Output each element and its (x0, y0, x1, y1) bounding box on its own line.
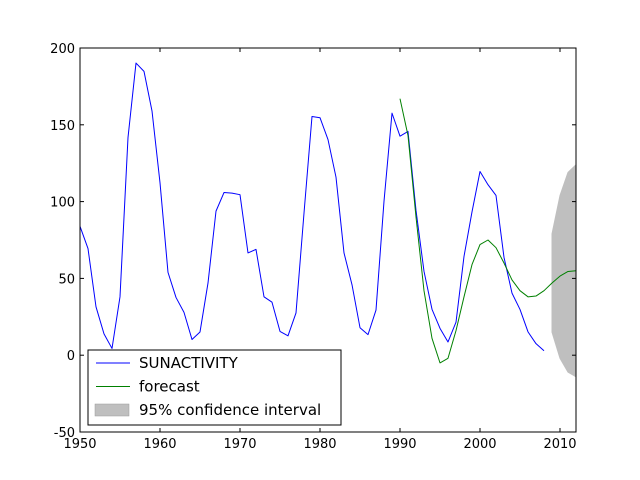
y-tick-label: 200 (50, 42, 75, 57)
x-tick-label: 2010 (543, 437, 576, 452)
x-tick-label: 1990 (383, 437, 416, 452)
x-tick-label: 1980 (303, 437, 336, 452)
series-line-sunactivity (79, 62, 545, 352)
x-tick-label: 1960 (143, 437, 176, 452)
y-tick-label: 150 (50, 119, 75, 134)
y-tick-label: 0 (67, 349, 75, 364)
axes-frame (79, 47, 577, 433)
x-tick-label: 1950 (63, 437, 96, 452)
y-tick-label: -50 (54, 426, 75, 441)
legend-label-95-confidence-interval: 95% confidence interval (139, 401, 321, 419)
legend-label-forecast: forecast (139, 378, 200, 396)
x-tick-label: 1970 (223, 437, 256, 452)
series-layer (79, 62, 577, 364)
series-line-forecast (399, 98, 577, 364)
y-tick-label: 50 (58, 272, 75, 287)
axes-layer: 1950 1960 1970 1980 1990 2000 2010 -50 0 50 100 150… (50, 42, 576, 452)
x-tick-label: 2000 (463, 437, 496, 452)
legend-label-sunactivity: SUNACTIVITY (139, 354, 239, 372)
legend: SUNACTIVITY forecast 95% confidence interv… (87, 349, 342, 426)
y-tick-label: 100 (50, 196, 75, 211)
legend-box (87, 349, 342, 426)
legend-swatch-95-confidence-interval (94, 403, 130, 417)
